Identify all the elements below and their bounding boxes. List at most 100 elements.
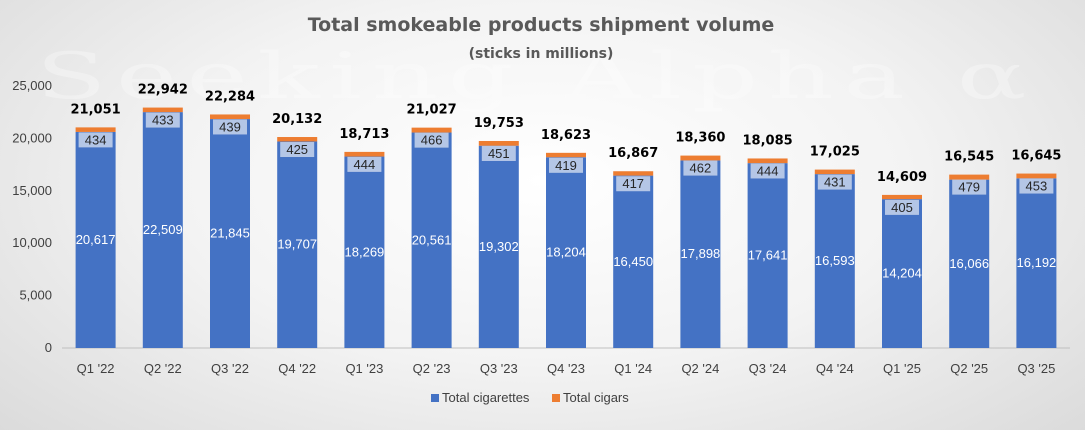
data-label-cigars-box: [817, 174, 852, 190]
bar-cigars: [478, 140, 519, 146]
bar-cigarettes: [142, 112, 183, 348]
x-tick-label: Q1 '22: [77, 361, 115, 376]
bar-cigars: [277, 137, 318, 142]
data-label-total: 22,284: [205, 89, 255, 104]
data-label-cigars: 466: [421, 133, 443, 148]
data-label-cigarettes: 14,204: [882, 266, 922, 281]
legend-swatch-cigarettes: [431, 394, 439, 402]
x-tick-label: Q3 '25: [1017, 361, 1055, 376]
data-label-cigars-box: [347, 156, 382, 172]
data-label-cigarettes: 17,898: [681, 246, 721, 261]
data-label-cigars: 434: [85, 132, 107, 147]
data-label-cigars-box: [414, 132, 449, 148]
bar-cigarettes: [344, 156, 385, 348]
data-label-cigars: 431: [824, 175, 846, 190]
data-label-total: 16,645: [1011, 149, 1061, 164]
data-label-total: 18,623: [541, 128, 591, 143]
x-tick-label: Q1 '24: [614, 361, 652, 376]
data-label-total: 17,025: [810, 145, 860, 160]
bar-cigarettes: [277, 141, 318, 348]
data-label-cigars-box: [145, 112, 180, 128]
bar-cigars: [344, 151, 385, 157]
y-tick-label: 20,000: [12, 130, 52, 145]
bar-cigarettes: [680, 160, 721, 348]
bar-cigars: [210, 114, 250, 120]
x-tick-label: Q2 '25: [950, 361, 988, 376]
x-tick-label: Q1 '25: [883, 361, 921, 376]
data-label-cigars: 451: [488, 146, 510, 161]
data-label-cigarettes: 19,302: [479, 239, 519, 254]
data-label-total: 21,027: [407, 103, 457, 118]
data-label-cigarettes: 17,641: [748, 248, 788, 263]
x-tick-label: Q3 '22: [211, 361, 249, 376]
data-label-cigars: 433: [152, 113, 174, 128]
data-label-cigars: 419: [555, 158, 577, 173]
bar-cigarettes: [411, 132, 452, 348]
data-label-cigars-box: [78, 132, 113, 148]
data-label-cigars-box: [683, 160, 718, 176]
bar-cigarettes: [1016, 178, 1057, 348]
data-labels: 20,617 434 21,051 22,509 433 22,942 21,845 439 2…: [71, 83, 1062, 281]
data-label-cigars: 479: [958, 180, 980, 195]
data-label-cigars: 462: [690, 161, 712, 176]
bar-cigars: [882, 194, 922, 200]
data-label-total: 22,942: [138, 83, 188, 98]
y-tick-label: 25,000: [12, 78, 52, 93]
data-label-cigarettes: 21,845: [210, 226, 250, 241]
bar-cigars: [411, 127, 452, 133]
data-label-cigarettes: 22,509: [143, 222, 183, 237]
y-tick-label: 0: [45, 340, 52, 355]
y-axis: 0 5,000 10,000 15,000 20,000 25,000: [12, 78, 52, 355]
data-label-cigars: 439: [219, 119, 241, 134]
chart-subtitle: (sticks in millions): [469, 46, 614, 62]
x-tick-label: Q2 '23: [413, 361, 451, 376]
bar-cigarettes: [747, 163, 788, 348]
data-label-total: 16,867: [608, 146, 658, 161]
legend-label-cigarettes: Total cigarettes: [442, 390, 530, 405]
data-label-cigars: 425: [286, 142, 308, 157]
legend-label-cigars: Total cigars: [563, 390, 629, 405]
bar-cigars: [142, 107, 183, 113]
x-tick-label: Q2 '24: [681, 361, 719, 376]
data-label-cigars: 417: [622, 176, 644, 191]
bar-cigars: [747, 158, 788, 164]
data-label-cigars-box: [213, 119, 247, 135]
data-label-cigars-box: [549, 157, 583, 173]
bar-cigars: [613, 171, 654, 176]
data-label-cigarettes: 16,450: [613, 254, 653, 269]
bar-cigars: [814, 169, 855, 175]
bar-cigarettes: [210, 119, 250, 349]
data-label-cigars: 405: [891, 200, 913, 215]
bar-cigarettes: [882, 199, 922, 348]
data-label-total: 21,051: [71, 102, 121, 117]
data-label-cigarettes: 16,066: [949, 256, 989, 271]
data-label-cigars-box: [280, 142, 315, 158]
chart-title: Total smokeable products shipment volume: [308, 14, 775, 36]
x-tick-label: Q4 '24: [816, 361, 854, 376]
data-label-cigarettes: 20,617: [76, 232, 116, 247]
data-label-total: 18,360: [675, 131, 725, 146]
bar-cigarettes: [478, 145, 519, 348]
data-label-cigars-box: [750, 163, 785, 179]
legend: Total cigarettes Total cigars: [431, 390, 629, 405]
bar-cigars: [75, 127, 116, 132]
data-label-cigars-box: [1019, 178, 1054, 194]
data-label-cigars: 444: [354, 157, 376, 172]
bar-cigars: [949, 174, 990, 180]
bar-cigars: [546, 152, 586, 158]
data-label-cigars-box: [952, 179, 987, 195]
bar-cigars: [680, 155, 721, 161]
data-label-cigarettes: 18,269: [345, 244, 385, 259]
data-label-cigars: 453: [1026, 179, 1048, 194]
bar-cigarettes: [75, 131, 116, 348]
data-label-cigars-box: [885, 199, 919, 215]
y-tick-label: 15,000: [12, 183, 52, 198]
bar-group: [75, 107, 1057, 349]
data-label-cigarettes: 19,707: [277, 237, 317, 252]
bar-cigarettes: [613, 175, 654, 348]
bar-cigarettes: [546, 157, 586, 348]
x-axis: Q1 '22 Q2 '22 Q3 '22 Q4 '22 Q1 '23 Q2 '23 Q3 '…: [62, 347, 1070, 376]
y-tick-label: 5,000: [19, 288, 52, 303]
